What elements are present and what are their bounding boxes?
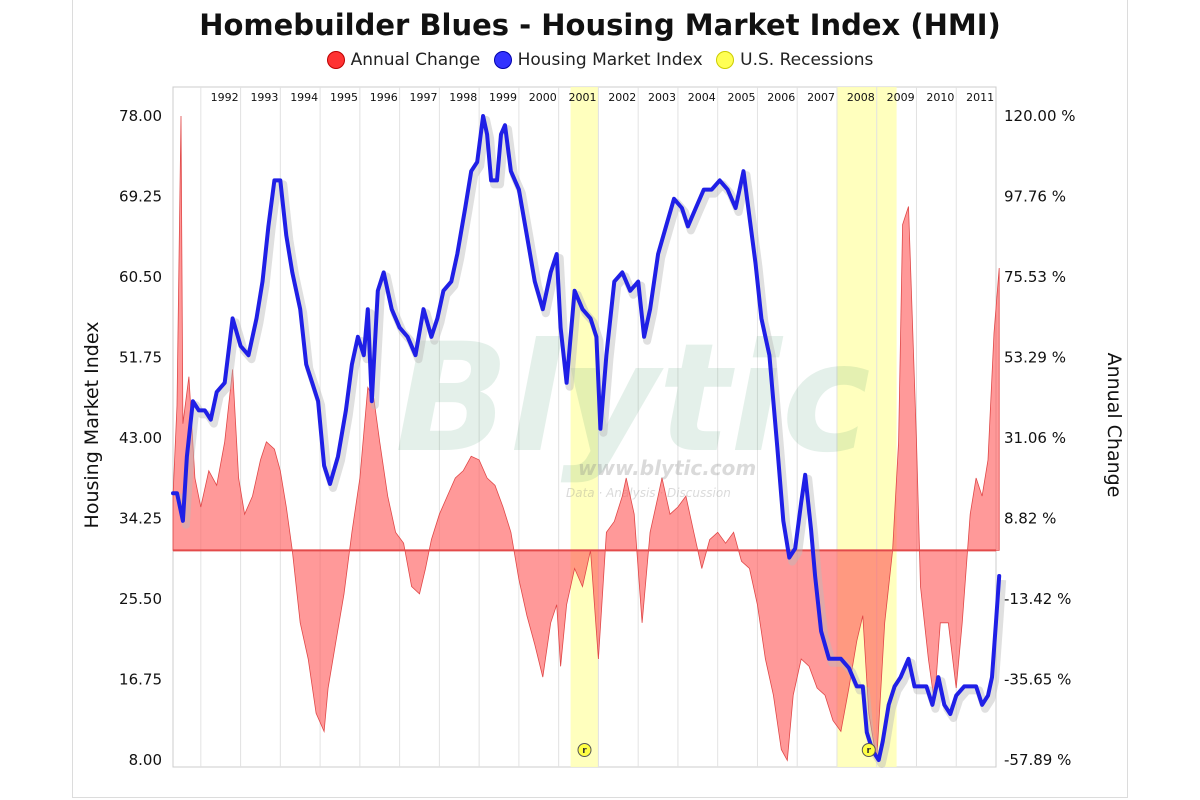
legend-swatch-recessions [716, 51, 735, 69]
year-label-2010: 2010 [926, 91, 954, 104]
year-label-2003: 2003 [648, 91, 676, 104]
y-right-tick-3: 53.29 % [1004, 349, 1066, 367]
y-right-tick-7: -35.65 % [1004, 671, 1071, 689]
year-label-2005: 2005 [728, 91, 756, 104]
watermark: Blytic www.blytic.com Data · Analysis · … [395, 312, 871, 500]
y-left-axis-title: Housing Market Index [81, 322, 103, 529]
y-right-tick-4: 31.06 % [1004, 429, 1066, 447]
legend: Annual Change Housing Market Index U.S. … [0, 50, 1200, 74]
legend-label-annual-change: Annual Change [350, 50, 481, 70]
annual-change-series [172, 115, 1000, 762]
y-right-tick-5: 8.82 % [1004, 510, 1056, 528]
y-right-tick-1: 97.76 % [1004, 188, 1066, 206]
y-left-tick-5: 34.25 [119, 510, 162, 528]
legend-label-hmi: Housing Market Index [517, 50, 703, 70]
y-right-tick-2: 75.53 % [1004, 268, 1066, 286]
y-left-tick-6: 25.50 [119, 590, 162, 608]
y-left-tick-3: 51.75 [119, 349, 162, 367]
legend-swatch-annual-change [326, 51, 345, 69]
year-label-2007: 2007 [807, 91, 835, 104]
y-right-tick-6: -13.42 % [1004, 590, 1071, 608]
y-right-tick-0: 120.00 % [1004, 107, 1076, 125]
y-right-axis: 120.00 % 97.76 % 75.53 % 53.29 % 31.06 % 8.82… [1004, 107, 1076, 769]
chart-title: Homebuilder Blues - Housing Market Index… [199, 8, 1001, 42]
legend-swatch-hmi [493, 51, 512, 69]
y-right-tick-8: -57.89 % [1004, 751, 1071, 769]
recession-marker-circle-1 [861, 743, 876, 757]
year-labels: 1992 1993 1994 1995 1996 1997 1998 1999 2000 2001… [211, 91, 994, 104]
year-label-1999: 1999 [489, 91, 517, 104]
y-left-tick-8: 8.00 [129, 751, 162, 769]
year-label-1998: 1998 [449, 91, 477, 104]
recession-marker-label-1: r [867, 746, 872, 756]
y-left-tick-1: 69.25 [119, 188, 162, 206]
year-label-2000: 2000 [529, 91, 557, 104]
year-label-1997: 1997 [409, 91, 437, 104]
year-label-2004: 2004 [688, 91, 716, 104]
watermark-url: www.blytic.com [578, 456, 756, 480]
watermark-tagline: Data · Analysis · Discussion [566, 486, 731, 500]
y-left-tick-4: 43.00 [119, 429, 162, 447]
legend-item-hmi[interactable]: Housing Market Index [493, 50, 703, 70]
chart-frame [72, 0, 1128, 798]
year-label-1995: 1995 [330, 91, 358, 104]
year-label-2011: 2011 [966, 91, 994, 104]
legend-item-recessions[interactable]: U.S. Recessions [716, 50, 873, 70]
annual-change-area [172, 115, 1000, 762]
y-left-tick-2: 60.50 [119, 268, 162, 286]
year-label-2002: 2002 [608, 91, 636, 104]
year-label-2008: 2008 [847, 91, 875, 104]
hmi-line [171, 114, 1002, 762]
year-label-1993: 1993 [250, 91, 278, 104]
y-left-tick-7: 16.75 [119, 671, 162, 689]
recession-marker-label-0: r [582, 746, 587, 756]
watermark-logo: Blytic [395, 312, 871, 486]
recession-marker-circle-0 [577, 743, 592, 757]
legend-label-recessions: U.S. Recessions [740, 50, 874, 70]
y-right-axis-title: Annual Change [1103, 353, 1125, 498]
year-label-1992: 1992 [211, 91, 239, 104]
hmi-series [171, 114, 1007, 768]
year-label-1994: 1994 [290, 91, 318, 104]
year-label-2006: 2006 [767, 91, 795, 104]
year-label-2001: 2001 [569, 91, 597, 104]
y-left-tick-0: 78.00 [119, 107, 162, 125]
year-label-1996: 1996 [370, 91, 398, 104]
y-left-axis: 78.00 69.25 60.50 51.75 43.00 34.25 25.50 16.75… [119, 107, 162, 769]
year-label-2009: 2009 [887, 91, 915, 104]
legend-item-annual-change[interactable]: Annual Change [326, 50, 481, 70]
recession-band-0 [570, 87, 599, 767]
